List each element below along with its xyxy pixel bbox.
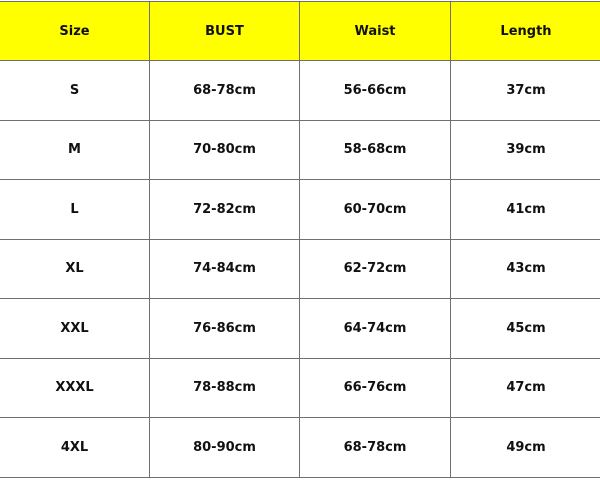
table-row: XXXL 78-88cm 66-76cm 47cm [0, 357, 600, 418]
table-row: XXL 76-86cm 64-74cm 45cm [0, 298, 600, 359]
waist-cell: 60-70cm [299, 179, 451, 240]
length-cell: 41cm [450, 179, 600, 240]
size-cell: L [0, 179, 150, 240]
bust-cell: 80-90cm [149, 417, 300, 478]
bust-cell: 68-78cm [149, 60, 300, 121]
table-row: XL 74-84cm 62-72cm 43cm [0, 238, 600, 299]
bust-cell: 74-84cm [149, 238, 300, 299]
size-cell: M [0, 119, 150, 180]
size-cell: XXL [0, 298, 150, 359]
bust-cell: 70-80cm [149, 119, 300, 180]
header-waist: Waist [299, 1, 451, 61]
header-length: Length [450, 1, 600, 61]
size-cell: XXXL [0, 357, 150, 418]
table-row: 4XL 80-90cm 68-78cm 49cm [0, 417, 600, 478]
bust-cell: 72-82cm [149, 179, 300, 240]
length-cell: 43cm [450, 238, 600, 299]
table-row: L 72-82cm 60-70cm 41cm [0, 179, 600, 240]
header-bust: BUST [149, 1, 300, 61]
size-cell: S [0, 60, 150, 121]
table-row: S 68-78cm 56-66cm 37cm [0, 60, 600, 121]
length-cell: 47cm [450, 357, 600, 418]
length-cell: 45cm [450, 298, 600, 359]
waist-cell: 68-78cm [299, 417, 451, 478]
waist-cell: 62-72cm [299, 238, 451, 299]
bust-cell: 78-88cm [149, 357, 300, 418]
bust-cell: 76-86cm [149, 298, 300, 359]
length-cell: 49cm [450, 417, 600, 478]
waist-cell: 56-66cm [299, 60, 451, 121]
table-row: M 70-80cm 58-68cm 39cm [0, 119, 600, 180]
length-cell: 39cm [450, 119, 600, 180]
waist-cell: 58-68cm [299, 119, 451, 180]
size-cell: 4XL [0, 417, 150, 478]
waist-cell: 66-76cm [299, 357, 451, 418]
size-cell: XL [0, 238, 150, 299]
waist-cell: 64-74cm [299, 298, 451, 359]
header-row: Size BUST Waist Length [0, 1, 600, 61]
length-cell: 37cm [450, 60, 600, 121]
header-size: Size [0, 1, 150, 61]
